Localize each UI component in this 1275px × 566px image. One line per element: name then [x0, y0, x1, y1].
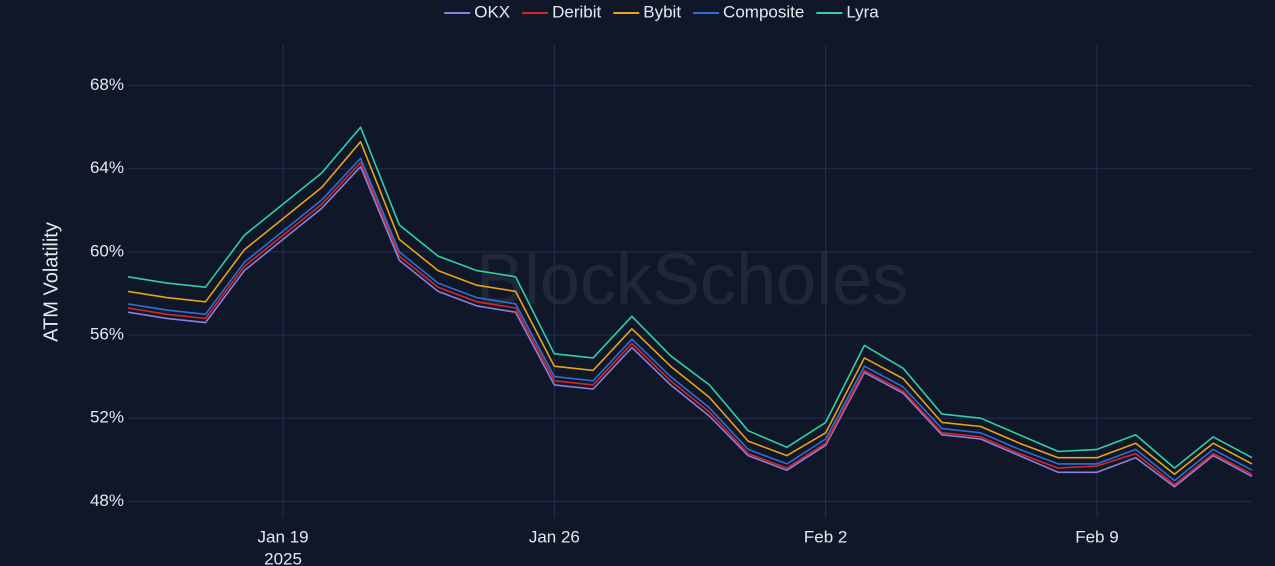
legend-label: OKX: [474, 2, 510, 21]
x-tick-label: Jan 26: [529, 527, 580, 546]
x-year-label: 2025: [264, 549, 302, 566]
y-axis-title: ATM Volatility: [40, 222, 62, 342]
y-tick-label: 64%: [90, 158, 124, 177]
legend-item: Bybit: [613, 2, 681, 21]
watermark: BlockScholes: [476, 240, 908, 320]
series-line: [127, 161, 1253, 486]
legend: OKX Deribit Bybit Composite Lyra: [444, 2, 879, 21]
legend-label: Deribit: [552, 2, 601, 21]
legend-label: Lyra: [846, 2, 879, 21]
legend-item: Composite: [693, 2, 804, 21]
y-tick-label: 56%: [90, 325, 124, 344]
y-tick-label: 52%: [90, 408, 124, 427]
legend-item: Deribit: [522, 2, 602, 21]
series-line: [127, 126, 1253, 469]
y-tick-label: 68%: [90, 75, 124, 94]
legend-item: OKX: [444, 2, 510, 21]
y-tick-label: 60%: [90, 241, 124, 260]
x-tick-label: Jan 19: [258, 527, 309, 546]
legend-item: Lyra: [816, 2, 879, 21]
series-line: [127, 165, 1253, 488]
series-line: [127, 140, 1253, 476]
series-line: [127, 157, 1253, 482]
legend-label: Bybit: [643, 2, 681, 21]
legend-label: Composite: [723, 2, 804, 21]
x-tick-label: Feb 2: [804, 527, 847, 546]
x-tick-label: Feb 9: [1075, 527, 1118, 546]
y-tick-label: 48%: [90, 491, 124, 510]
